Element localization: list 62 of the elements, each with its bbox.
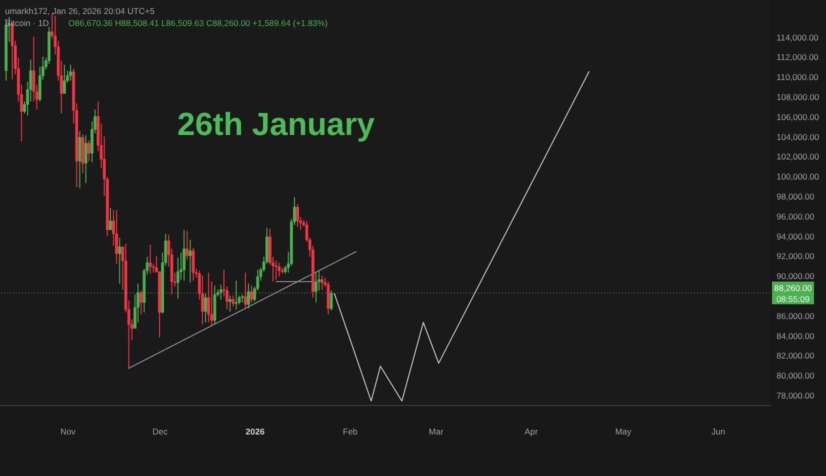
- ref-line-label: 88,260.00: [774, 282, 812, 293]
- y-tick-label: 110,000.00: [776, 72, 819, 82]
- candlestick: [232, 295, 235, 307]
- candlestick: [182, 229, 186, 282]
- candlestick: [188, 239, 192, 284]
- x-tick-label: Feb: [342, 426, 358, 436]
- annotation: umarkh172, Jan 26, 2026 20:04 UTC+5: [5, 6, 155, 16]
- candlestick: [207, 272, 210, 323]
- annotation: 26th January: [177, 106, 375, 142]
- y-tick-label: 112,000.00: [776, 52, 819, 62]
- y-tick-label: 106,000.00: [776, 112, 820, 122]
- x-tick-label: May: [615, 426, 632, 436]
- candlestick: [278, 262, 281, 278]
- x-tick-label: 2026: [246, 426, 265, 436]
- x-tick-label: Mar: [428, 426, 444, 436]
- y-tick-label: 80,000.00: [776, 370, 815, 381]
- candlestick: [314, 271, 318, 304]
- y-tick-label: 82,000.00: [776, 350, 815, 361]
- text: 08:55:09: [776, 294, 810, 304]
- candlestick: [326, 281, 330, 315]
- y-tick-label: 114,000.00: [776, 32, 819, 42]
- candlestick: [78, 130, 82, 189]
- y-tick-label: 78,000.00: [776, 390, 815, 401]
- y-tick-label: 90,000.00: [776, 271, 815, 282]
- candlestick: [69, 64, 72, 82]
- candlestick: [234, 280, 238, 310]
- y-tick-label: 108,000.00: [776, 92, 820, 102]
- x-tick-label: Dec: [152, 426, 168, 436]
- candlestick: [88, 140, 90, 162]
- candlestick: [250, 285, 254, 304]
- candlestick: [247, 283, 250, 309]
- candlestick: [176, 257, 180, 300]
- candlestick: [115, 209, 118, 264]
- candlestick: [148, 244, 152, 274]
- candlestick: [140, 290, 143, 315]
- candlestick: [204, 293, 207, 323]
- x-tick-label: Jun: [711, 426, 726, 436]
- y-tick-label: 98,000.00: [776, 192, 815, 202]
- candlestick: [219, 284, 222, 300]
- candlestick: [62, 64, 66, 94]
- y-tick-label: 102,000.00: [776, 152, 820, 162]
- y-tick-label: 96,000.00: [776, 211, 815, 222]
- y-tick-label: 86,000.00: [776, 310, 815, 321]
- candlestick: [192, 247, 195, 282]
- y-tick-label: 94,000.00: [776, 231, 815, 242]
- candlestick: [108, 207, 112, 230]
- candlestick: [84, 134, 88, 184]
- y-tick-label: 84,000.00: [776, 330, 815, 341]
- candlestick: [186, 230, 189, 260]
- y-tick-label: 104,000.00: [776, 132, 820, 142]
- candlestick: [244, 272, 247, 308]
- candlestick: [320, 275, 324, 290]
- candlestick: [330, 290, 333, 311]
- x-tick-label: Apr: [524, 426, 538, 436]
- y-tick-label: 100,000.00: [776, 172, 820, 182]
- x-tick-label: Nov: [60, 426, 76, 436]
- y-tick-label: 92,000.00: [776, 251, 815, 262]
- annotation: O86,670.36 H88,508.41 L86,509.63 C88,260.00 +1,589.64 (+1.83%): [68, 18, 328, 28]
- candlestick: [228, 295, 232, 312]
- candlestick: [274, 260, 278, 280]
- candlestick: [296, 203, 300, 228]
- candlestick: [118, 237, 122, 284]
